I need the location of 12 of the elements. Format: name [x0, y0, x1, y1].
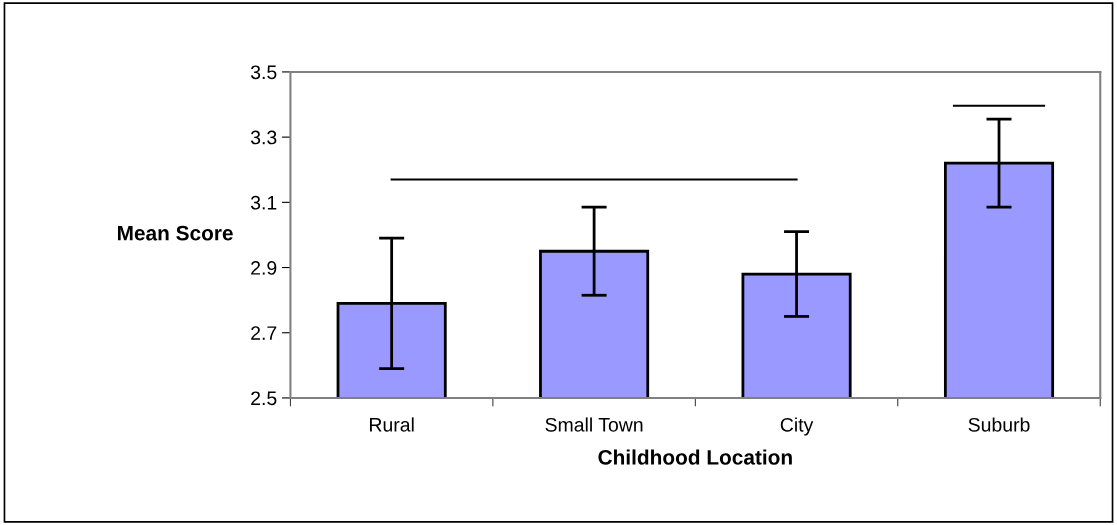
y-tick-label: 3.3 [250, 130, 277, 145]
y-tick-label: 3.1 [250, 195, 277, 210]
y-tick-label: 3.5 [250, 65, 277, 80]
y-tick-label: 2.5 [251, 391, 277, 406]
x-tick-label: Rural [370, 417, 414, 432]
x-tick-label: Small Town [545, 417, 643, 432]
x-axis-title: Childhood Location [598, 449, 792, 465]
y-tick-label: 2.7 [251, 326, 277, 340]
x-tick-label: City [780, 417, 814, 436]
y-axis-title: Mean Score [117, 225, 233, 241]
x-tick-label: Suburb [968, 417, 1030, 432]
y-tick-label: 2.9 [251, 261, 277, 275]
